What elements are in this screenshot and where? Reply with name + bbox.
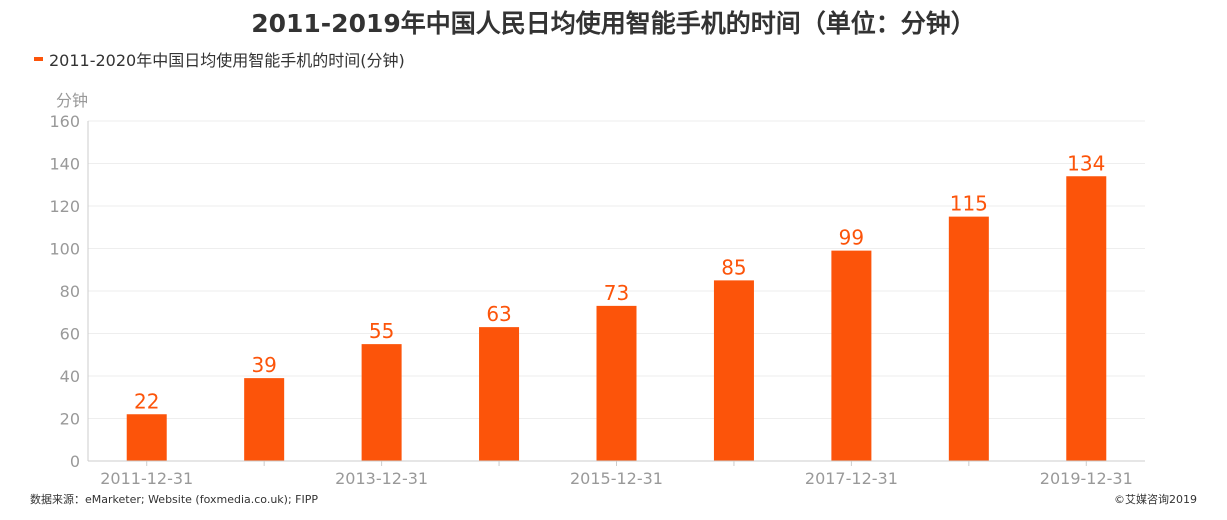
bar[interactable] bbox=[244, 378, 285, 461]
data-label: 99 bbox=[839, 226, 864, 250]
data-label: 22 bbox=[134, 389, 159, 413]
data-label: 39 bbox=[251, 353, 276, 377]
y-tick-label: 120 bbox=[49, 197, 80, 216]
y-tick-label: 160 bbox=[49, 112, 80, 131]
y-tick-label: 60 bbox=[60, 325, 80, 344]
legend-label: 2011-2020年中国日均使用智能手机的时间(分钟) bbox=[49, 51, 405, 70]
data-label: 55 bbox=[369, 319, 394, 343]
y-tick-label: 20 bbox=[60, 410, 80, 429]
data-label: 85 bbox=[721, 255, 746, 279]
y-axis-label: 分钟 bbox=[56, 91, 88, 110]
x-tick-label: 2011-12-31 bbox=[100, 469, 193, 488]
source-note: 数据来源：eMarketer; Website (foxmedia.co.uk)… bbox=[30, 493, 318, 506]
y-tick-label: 0 bbox=[70, 452, 80, 471]
x-tick-label: 2019-12-31 bbox=[1040, 469, 1133, 488]
data-label: 115 bbox=[950, 192, 988, 216]
data-label: 134 bbox=[1067, 151, 1105, 175]
y-tick-label: 80 bbox=[60, 282, 80, 301]
bar[interactable] bbox=[713, 280, 754, 461]
bar[interactable] bbox=[126, 414, 167, 461]
x-tick-label: 2015-12-31 bbox=[570, 469, 663, 488]
legend[interactable]: 2011-2020年中国日均使用智能手机的时间(分钟) bbox=[34, 47, 405, 71]
x-tick-label: 2017-12-31 bbox=[805, 469, 898, 488]
data-label: 63 bbox=[486, 302, 511, 326]
copyright: ©艾媒咨询2019 bbox=[1114, 493, 1197, 506]
bar[interactable] bbox=[831, 250, 872, 461]
y-tick-label: 140 bbox=[49, 155, 80, 174]
legend-swatch bbox=[34, 57, 43, 61]
bar[interactable] bbox=[479, 327, 520, 461]
data-labels: 22 39 55 63 73 85 99 115 134 bbox=[134, 151, 1105, 413]
x-tick-label: 2013-12-31 bbox=[335, 469, 428, 488]
bar[interactable] bbox=[596, 305, 637, 461]
bar[interactable] bbox=[948, 216, 989, 461]
bars bbox=[126, 176, 1107, 461]
data-label: 73 bbox=[604, 281, 629, 305]
bar[interactable] bbox=[361, 344, 402, 461]
chart-title: 2011-2019年中国人民日均使用智能手机的时间（单位：分钟） bbox=[251, 9, 976, 38]
bar[interactable] bbox=[1066, 176, 1107, 461]
y-tick-label: 40 bbox=[60, 367, 80, 386]
axes: 0 20 40 60 80 100 120 140 160 分钟 2011-12-31 2013-12… bbox=[49, 91, 1145, 488]
y-tick-label: 100 bbox=[49, 240, 80, 259]
